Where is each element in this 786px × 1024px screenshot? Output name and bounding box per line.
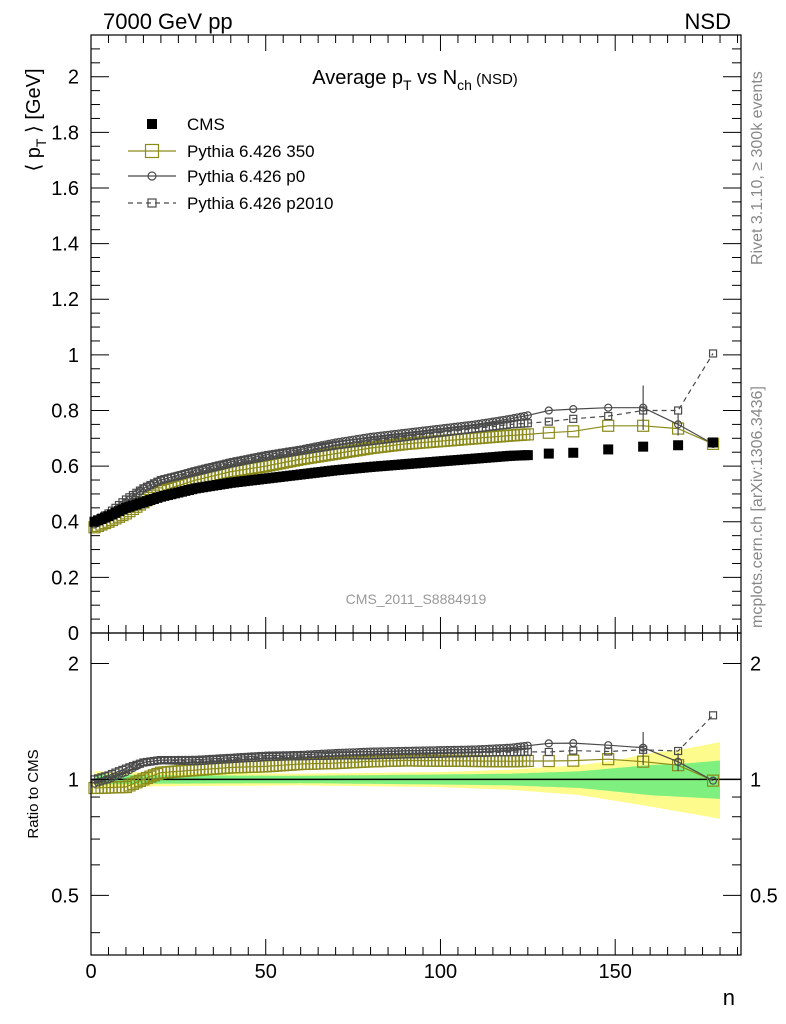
p0-point	[118, 769, 127, 778]
x-tick-label: 50	[255, 961, 277, 983]
p0-point	[520, 411, 529, 421]
legend: CMS Pythia 6.426 350 Pythia 6.426 p0 Pythia…	[128, 115, 334, 213]
ratio-uncertainty-bands	[91, 742, 741, 819]
series-cms	[89, 437, 719, 527]
y-ratio-tick-label-right: 2	[750, 653, 761, 675]
p2010-point	[604, 747, 613, 756]
cms-point	[543, 448, 554, 459]
cms-point	[638, 441, 649, 452]
p350-point	[521, 428, 534, 441]
header-right-label: NSD	[685, 9, 731, 34]
cms-point	[522, 450, 533, 461]
p0-point	[569, 404, 578, 414]
y-top-tick-label: 1	[68, 345, 79, 367]
legend-item-p2010: Pythia 6.426 p2010	[128, 194, 334, 213]
y-top-tick-label: 1.2	[51, 289, 79, 311]
cms-point	[568, 447, 579, 458]
p0-point	[708, 776, 718, 785]
p350-point	[567, 425, 580, 438]
ratio-plot-frame	[90, 632, 742, 956]
p0-point	[544, 406, 553, 415]
p2010-point	[569, 414, 578, 423]
p2010-point	[523, 419, 532, 428]
y-axis-label-ratio: Ratio to CMS	[25, 749, 42, 838]
legend-label-p2010: Pythia 6.426 p2010	[187, 194, 334, 213]
p0-point	[100, 776, 110, 785]
p2010-point	[544, 417, 553, 426]
y-top-tick-label: 0	[68, 623, 79, 645]
x-tick-label: 100	[424, 961, 457, 983]
rivet-label: Rivet 3.1.10, ≥ 300k events	[749, 71, 766, 265]
legend-label-cms: CMS	[187, 115, 225, 134]
y-top-tick-label: 0.2	[51, 567, 79, 589]
mcplots-label: mcplots.cern.ch [arXiv:1306.3436]	[749, 386, 766, 628]
y-top-tick-label: 1.6	[51, 178, 79, 200]
series-p2010	[90, 349, 718, 526]
y-top-tick-label: 0.6	[51, 456, 79, 478]
p0-point	[520, 741, 529, 751]
analysis-label: CMS_2011_S8884919	[346, 591, 487, 607]
y-ratio-tick-label: 0.5	[51, 885, 79, 907]
p2010-point	[604, 411, 613, 421]
p0-point	[544, 739, 553, 748]
legend-marker-p0	[147, 171, 157, 181]
cms-point	[673, 440, 684, 451]
legend-label-p0: Pythia 6.426 p0	[187, 167, 305, 186]
p350-point	[542, 426, 555, 439]
legend-item-cms: CMS	[147, 115, 225, 134]
p0-point	[523, 411, 532, 420]
p2010-point	[673, 406, 683, 415]
x-tick-label: 0	[85, 961, 96, 983]
y-top-tick-label: 0.4	[51, 512, 79, 534]
series-p0-ratio	[90, 739, 718, 788]
p350-point	[602, 753, 615, 766]
y-ratio-tick-label: 2	[68, 653, 79, 675]
y-axis-label-top: ⟨ pT ⟩ [GeV]	[23, 68, 49, 171]
y-top-tick-label: 1.4	[51, 234, 79, 256]
p2010-point	[523, 747, 532, 756]
p0-point	[604, 403, 613, 412]
cms-point	[708, 437, 719, 448]
p350-point	[602, 419, 615, 432]
legend-item-p0: Pythia 6.426 p0	[128, 167, 305, 186]
p2010-line	[94, 353, 714, 523]
y-top-tick-label: 0.8	[51, 400, 79, 422]
p0-point	[604, 741, 613, 750]
p350-point	[567, 754, 580, 767]
legend-label-p350: Pythia 6.426 350	[187, 142, 315, 161]
series-layer	[88, 349, 720, 795]
y-ratio-tick-label: 1	[68, 769, 79, 791]
p2010-point	[708, 711, 718, 720]
y-ratio-tick-label-right: 1	[750, 769, 761, 791]
legend-item-p350: Pythia 6.426 350	[128, 142, 315, 161]
p2010-point	[544, 747, 553, 757]
header-left-label: 7000 GeV pp	[103, 9, 233, 34]
y-top-tick-label: 1.8	[51, 122, 79, 144]
axis-layer: 0 50 100 150 0 0.2 0.4 0.6 0.8 1 1.2 1.4 1.6 1.8 2 0.5 0…	[51, 34, 778, 983]
legend-marker-cms	[147, 119, 157, 129]
x-tick-label: 150	[599, 961, 632, 983]
legend-marker-p2010	[147, 198, 157, 208]
cms-point	[603, 444, 614, 455]
p0-point	[569, 739, 578, 748]
y-top-tick-label: 2	[68, 67, 79, 89]
legend-marker-p350	[144, 143, 160, 159]
p350-point	[706, 774, 720, 787]
chart-title: Average pT vs Nch (NSD)	[312, 67, 518, 93]
y-ratio-tick-label-right: 0.5	[750, 885, 778, 907]
x-axis-label: n	[723, 985, 735, 1010]
p2010-point	[708, 349, 718, 358]
p0-point	[523, 741, 532, 750]
